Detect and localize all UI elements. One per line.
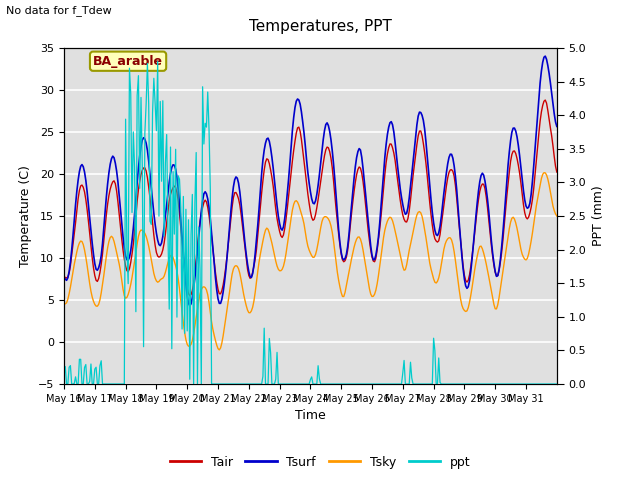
Y-axis label: PPT (mm): PPT (mm) [592,186,605,246]
Text: BA_arable: BA_arable [93,55,163,68]
X-axis label: Time: Time [295,409,326,422]
Y-axis label: Temperature (C): Temperature (C) [19,165,33,267]
Legend: Tair, Tsurf, Tsky, ppt: Tair, Tsurf, Tsky, ppt [164,451,476,474]
Text: Temperatures, PPT: Temperatures, PPT [248,19,392,34]
Text: No data for f_Tdew: No data for f_Tdew [6,5,112,16]
